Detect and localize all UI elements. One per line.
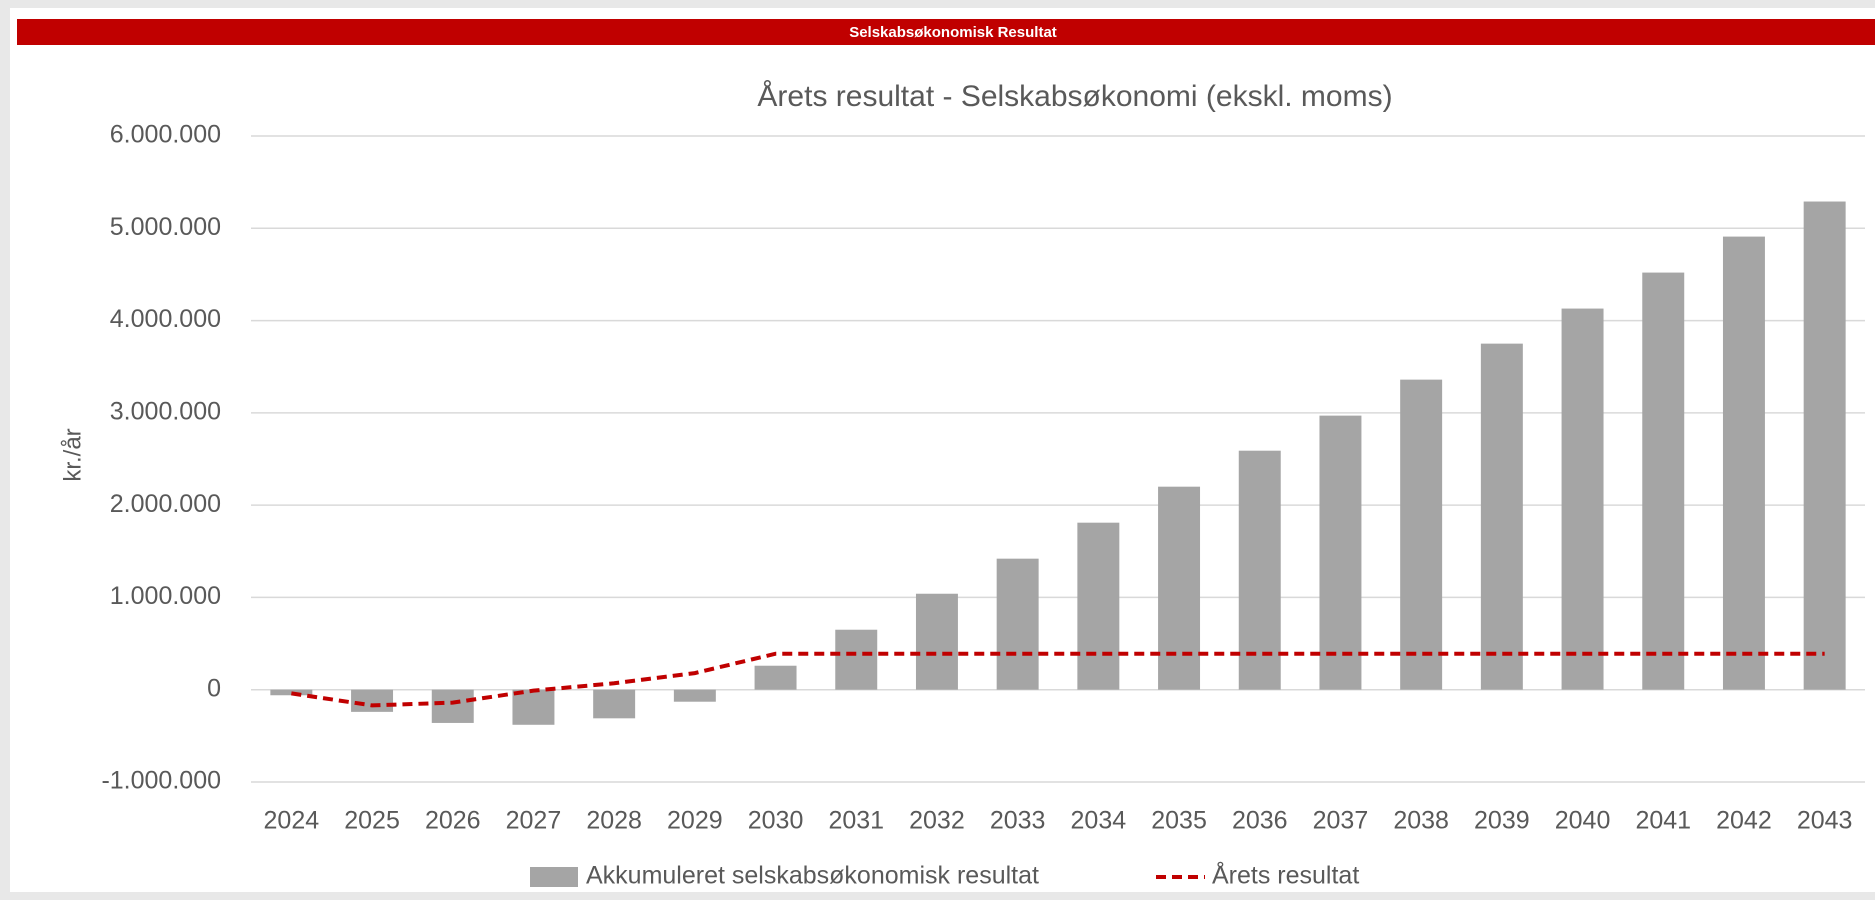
y-axis-label: kr./år bbox=[59, 428, 86, 481]
x-tick-label: 2025 bbox=[344, 807, 400, 835]
legend-label: Årets resultat bbox=[1212, 860, 1359, 890]
x-tick-label: 2034 bbox=[1071, 807, 1127, 835]
bar bbox=[351, 689, 394, 712]
x-tick-label: 2042 bbox=[1716, 807, 1772, 835]
chart-title: Årets resultat - Selskabsøkonomi (ekskl.… bbox=[757, 80, 1392, 113]
x-tick-label: 2041 bbox=[1635, 807, 1691, 835]
bar bbox=[835, 629, 878, 690]
x-tick-label: 2029 bbox=[667, 807, 723, 835]
bar bbox=[1480, 343, 1523, 690]
bar bbox=[996, 558, 1039, 690]
bar bbox=[1803, 201, 1846, 690]
y-tick-label: 1.000.000 bbox=[110, 582, 221, 610]
x-tick-label: 2028 bbox=[586, 807, 642, 835]
banner-title: Selskabsøkonomisk Resultat bbox=[849, 24, 1057, 41]
y-tick-label: 0 bbox=[207, 674, 221, 702]
x-tick-label: 2024 bbox=[264, 807, 320, 835]
x-tick-label: 2035 bbox=[1151, 807, 1207, 835]
legend-label: Akkumuleret selskabsøkonomisk resultat bbox=[586, 862, 1039, 890]
bar bbox=[1561, 308, 1604, 690]
x-tick-label: 2031 bbox=[828, 807, 884, 835]
bar bbox=[270, 689, 313, 696]
bar bbox=[1400, 379, 1443, 690]
x-tick-label: 2037 bbox=[1313, 807, 1369, 835]
y-tick-label: 4.000.000 bbox=[110, 305, 221, 333]
banner bbox=[17, 19, 1875, 45]
y-tick-label: -1.000.000 bbox=[101, 767, 221, 795]
x-tick-label: 2038 bbox=[1393, 807, 1449, 835]
bar bbox=[1722, 236, 1765, 690]
bar bbox=[1642, 272, 1685, 690]
y-tick-label: 5.000.000 bbox=[110, 213, 221, 241]
bar bbox=[673, 689, 716, 702]
bar bbox=[1158, 486, 1201, 690]
x-tick-label: 2030 bbox=[748, 807, 804, 835]
x-tick-label: 2032 bbox=[909, 807, 965, 835]
y-tick-label: 2.000.000 bbox=[110, 490, 221, 518]
bar bbox=[1238, 450, 1281, 690]
line bbox=[291, 651, 1825, 708]
bar bbox=[431, 689, 474, 723]
x-tick-label: 2039 bbox=[1474, 807, 1530, 835]
y-tick-label: 3.000.000 bbox=[110, 397, 221, 425]
y-tick-label: 6.000.000 bbox=[110, 121, 221, 149]
bar bbox=[1319, 415, 1362, 690]
x-tick-label: 2043 bbox=[1797, 807, 1853, 835]
bar bbox=[593, 689, 636, 719]
x-tick-label: 2036 bbox=[1232, 807, 1288, 835]
x-tick-label: 2027 bbox=[506, 807, 562, 835]
legend-swatch bbox=[530, 867, 578, 887]
x-tick-label: 2040 bbox=[1555, 807, 1611, 835]
bar bbox=[512, 689, 555, 725]
x-tick-label: 2033 bbox=[990, 807, 1046, 835]
bar bbox=[915, 593, 958, 690]
bar bbox=[1077, 522, 1120, 690]
x-tick-label: 2026 bbox=[425, 807, 481, 835]
bar bbox=[754, 665, 797, 690]
